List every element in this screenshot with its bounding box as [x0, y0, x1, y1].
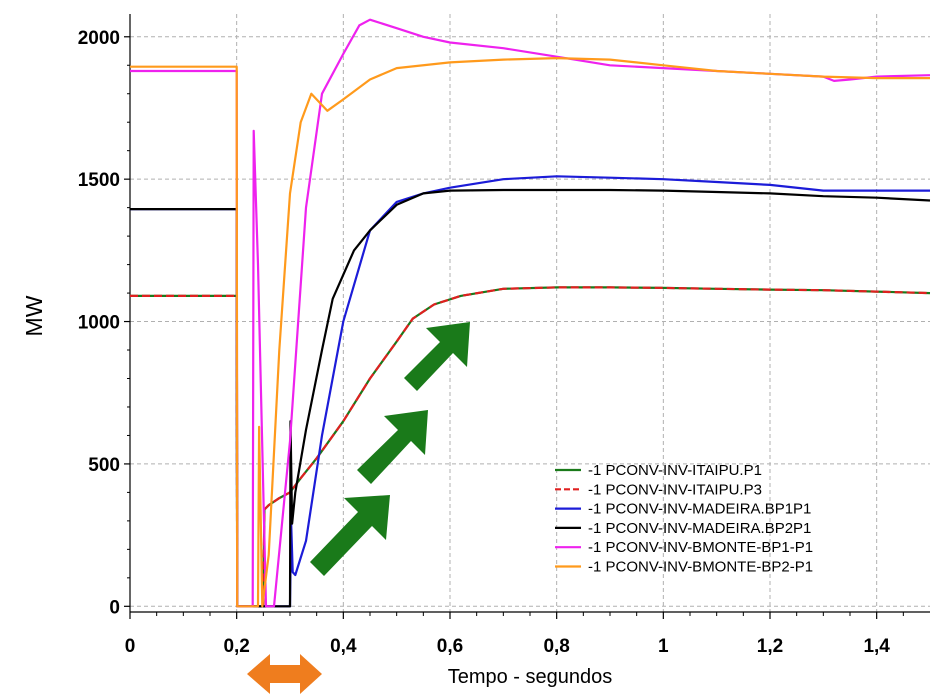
x-tick-label: 0	[125, 636, 136, 657]
legend-label-1: -1 PCONV-INV-ITAIPU.P1	[588, 462, 762, 479]
x-tick-label: 1	[658, 636, 669, 657]
green-arrow-icon	[404, 322, 470, 391]
x-tick-label: 0,4	[330, 636, 357, 657]
y-tick-label: 0	[109, 597, 120, 618]
legend-label-2: -1 PCONV-INV-ITAIPU.P3	[588, 481, 762, 498]
x-tick-label: 1,2	[757, 636, 783, 657]
x-tick-label: 0,8	[543, 636, 569, 657]
axes: 0 500 1000 1500 2000 0 0,2 0,4 0,6 0,8 1 1,2 1,4	[78, 14, 930, 657]
series-line-4	[130, 188, 931, 608]
legend-label-4: -1 PCONV-INV-MADEIRA.BP2P1	[588, 520, 811, 537]
y-tick-label: 500	[88, 455, 120, 476]
annotation-arrows	[310, 322, 470, 576]
y-axis-title: MW	[21, 295, 47, 336]
legend: -1 PCONV-INV-ITAIPU.P1 -1 PCONV-INV-ITAIP…	[555, 462, 813, 576]
orange-double-arrow-icon	[247, 654, 322, 694]
series-lines	[130, 18, 931, 608]
series-line-6	[130, 56, 930, 608]
y-tick-label: 2000	[78, 28, 120, 49]
x-axis-title: Tempo - segundos	[448, 666, 613, 688]
green-arrow-icon	[357, 410, 428, 484]
green-arrow-icon	[310, 495, 390, 576]
y-tick-label: 1500	[78, 170, 120, 191]
x-tick-label: 1,4	[863, 636, 890, 657]
series-line-5	[130, 18, 931, 608]
legend-label-6: -1 PCONV-INV-BMONTE-BP2-P1	[588, 559, 813, 576]
y-tick-label: 1000	[78, 313, 120, 334]
legend-label-5: -1 PCONV-INV-BMONTE-BP1-P1	[588, 539, 813, 556]
x-tick-label: 0,6	[437, 636, 463, 657]
grid	[130, 14, 930, 612]
legend-label-3: -1 PCONV-INV-MADEIRA.BP1P1	[588, 501, 811, 518]
x-tick-label: 0,2	[223, 636, 249, 657]
